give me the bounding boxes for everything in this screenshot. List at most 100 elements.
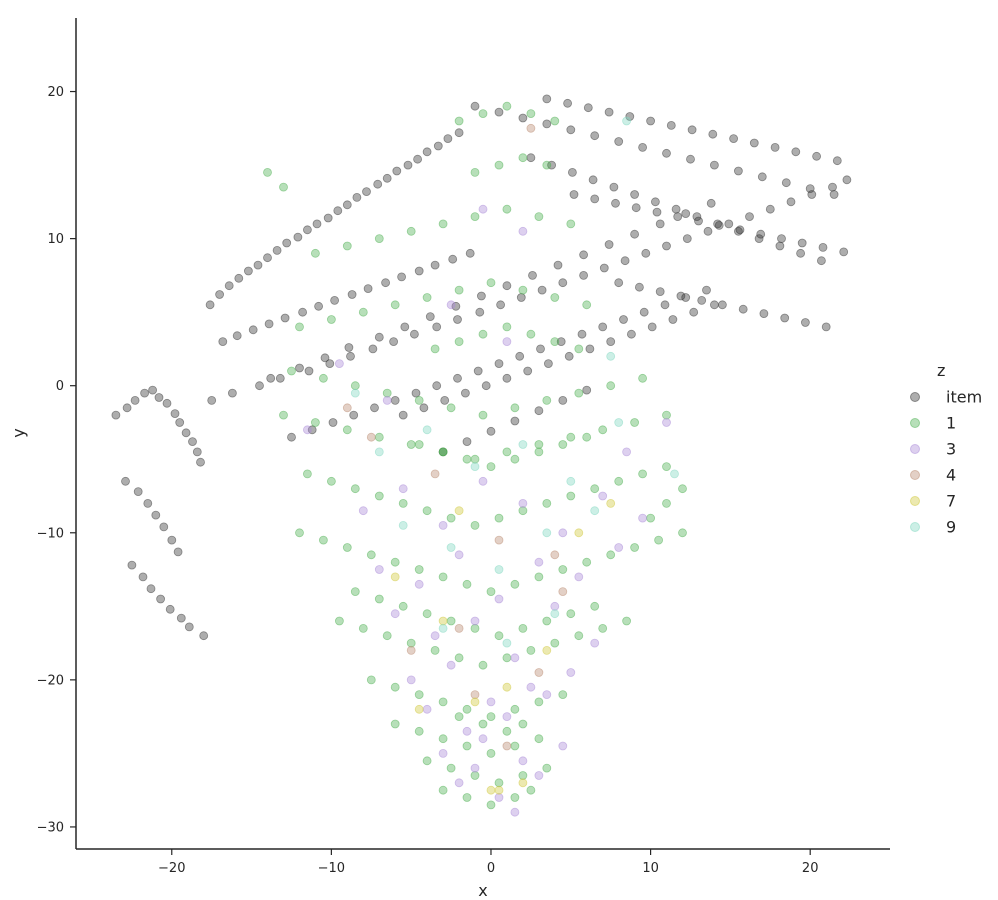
- point-item: [676, 291, 686, 301]
- point-item: [547, 160, 556, 170]
- point-item: [797, 238, 807, 248]
- point-9: [438, 624, 448, 633]
- point-3: [438, 521, 448, 530]
- point-1: [582, 300, 592, 310]
- point-1: [454, 337, 464, 347]
- point-4: [534, 668, 544, 677]
- point-1: [678, 528, 687, 538]
- point-item: [749, 138, 759, 148]
- point-item: [662, 148, 671, 158]
- point-item: [146, 584, 156, 594]
- point-item: [708, 129, 718, 139]
- y-tick-label: 0: [56, 379, 64, 394]
- point-1: [494, 631, 504, 641]
- point-3: [398, 484, 408, 494]
- x-axis-label: x: [478, 881, 487, 900]
- point-1: [502, 653, 512, 663]
- point-item: [232, 331, 242, 341]
- point-1: [295, 528, 304, 538]
- point-item: [192, 447, 202, 457]
- point-item: [646, 116, 655, 126]
- point-item: [181, 428, 191, 438]
- point-item: [542, 119, 552, 129]
- point-1: [550, 293, 560, 302]
- point-3: [534, 771, 544, 780]
- point-item: [266, 373, 276, 383]
- point-item: [606, 337, 616, 347]
- point-4: [526, 123, 536, 133]
- point-1: [494, 778, 504, 788]
- point-item: [170, 409, 180, 419]
- point-1: [398, 498, 408, 508]
- point-1: [446, 616, 456, 626]
- point-item: [805, 184, 815, 194]
- point-3: [446, 660, 456, 670]
- point-item: [686, 154, 695, 164]
- point-item: [448, 254, 458, 264]
- point-3: [510, 807, 520, 817]
- point-7: [542, 646, 552, 655]
- point-item: [842, 175, 852, 185]
- point-1: [390, 300, 400, 310]
- point-9: [622, 116, 631, 126]
- points-layer: [111, 94, 852, 817]
- point-item: [635, 282, 644, 292]
- point-1: [478, 660, 488, 670]
- point-3: [446, 300, 456, 310]
- point-item: [162, 398, 172, 408]
- point-item: [510, 416, 520, 426]
- legend-marker-3: [910, 444, 920, 454]
- point-item: [382, 173, 392, 183]
- point-item: [148, 385, 158, 395]
- point-item: [154, 393, 164, 402]
- point-9: [422, 425, 432, 435]
- point-item: [494, 359, 504, 369]
- point-3: [454, 778, 464, 788]
- point-item: [307, 425, 317, 435]
- point-item: [569, 190, 579, 199]
- point-7: [574, 528, 584, 538]
- point-1: [574, 388, 584, 398]
- point-item: [582, 385, 592, 395]
- point-1: [263, 167, 272, 177]
- point-item: [419, 403, 429, 413]
- point-1: [558, 440, 568, 449]
- point-item: [655, 287, 665, 297]
- point-7: [470, 697, 480, 707]
- point-item: [710, 160, 719, 170]
- point-item: [818, 242, 828, 252]
- point-1: [478, 329, 488, 339]
- point-item: [668, 315, 678, 324]
- point-9: [350, 388, 360, 398]
- point-3: [518, 498, 528, 508]
- point-item: [196, 457, 205, 467]
- point-4: [342, 403, 352, 413]
- point-item: [619, 315, 628, 324]
- point-1: [566, 219, 576, 229]
- point-9: [590, 506, 600, 516]
- point-item: [475, 307, 485, 317]
- point-item: [473, 366, 483, 376]
- point-3: [334, 359, 344, 369]
- point-item: [151, 510, 161, 520]
- point-1: [550, 116, 560, 126]
- point-1: [430, 344, 440, 354]
- point-item: [347, 290, 357, 299]
- point-1: [510, 704, 520, 714]
- point-1: [542, 498, 552, 508]
- point-1: [486, 800, 496, 810]
- point-item: [590, 131, 600, 141]
- point-3: [406, 675, 416, 685]
- point-item: [660, 300, 670, 310]
- point-1: [350, 381, 360, 391]
- point-1: [582, 432, 592, 442]
- point-1: [526, 646, 536, 655]
- point-7: [438, 616, 448, 626]
- point-7: [486, 785, 496, 795]
- point-item: [304, 366, 314, 376]
- point-item: [544, 359, 553, 369]
- point-item: [440, 395, 450, 405]
- point-item: [553, 260, 563, 270]
- point-1: [590, 484, 600, 494]
- point-item: [432, 381, 442, 391]
